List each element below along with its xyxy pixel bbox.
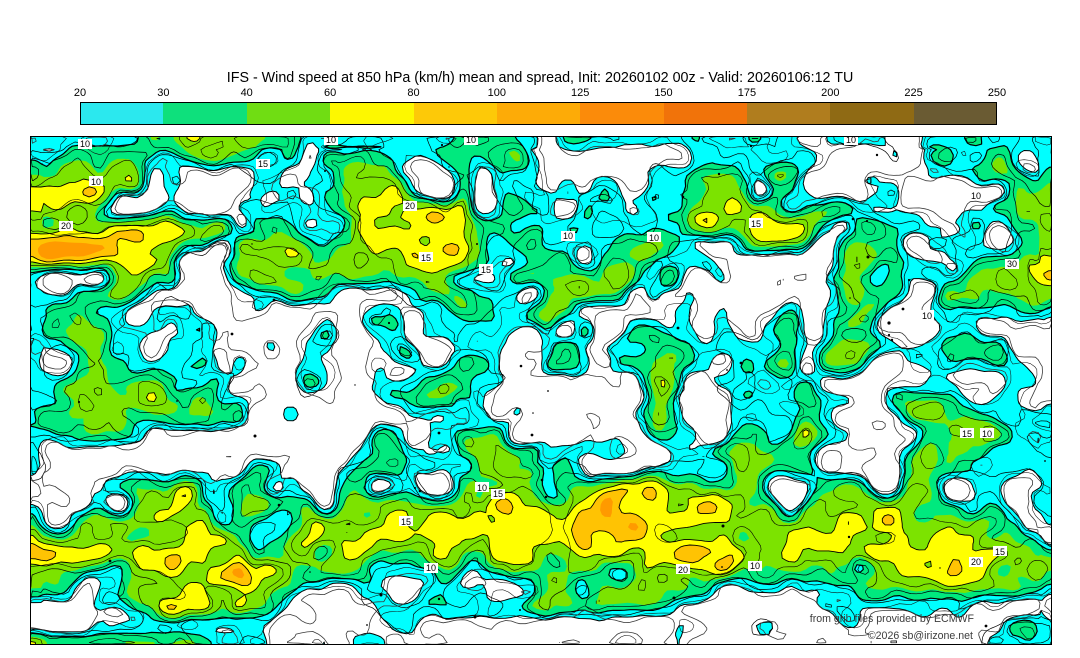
svg-text:10: 10 <box>477 483 487 493</box>
svg-text:10: 10 <box>846 137 856 145</box>
svg-text:20: 20 <box>61 221 71 231</box>
svg-text:15: 15 <box>493 489 503 499</box>
svg-text:10: 10 <box>466 137 476 145</box>
svg-text:10: 10 <box>326 137 336 145</box>
svg-text:15: 15 <box>962 429 972 439</box>
svg-text:15: 15 <box>481 265 491 275</box>
svg-text:10: 10 <box>750 561 760 571</box>
svg-text:30: 30 <box>1007 259 1017 269</box>
svg-text:10: 10 <box>982 429 992 439</box>
svg-text:15: 15 <box>421 253 431 263</box>
svg-text:10: 10 <box>922 311 932 321</box>
svg-text:20: 20 <box>678 565 688 575</box>
svg-text:10: 10 <box>971 191 981 201</box>
svg-text:10: 10 <box>649 233 659 243</box>
svg-text:10: 10 <box>563 231 573 241</box>
svg-text:15: 15 <box>401 517 411 527</box>
svg-text:15: 15 <box>751 219 761 229</box>
svg-text:10: 10 <box>91 177 101 187</box>
svg-text:10: 10 <box>80 139 90 149</box>
svg-text:20: 20 <box>405 201 415 211</box>
svg-text:15: 15 <box>995 547 1005 557</box>
svg-text:10: 10 <box>426 563 436 573</box>
svg-text:20: 20 <box>971 557 981 567</box>
svg-text:15: 15 <box>258 159 268 169</box>
